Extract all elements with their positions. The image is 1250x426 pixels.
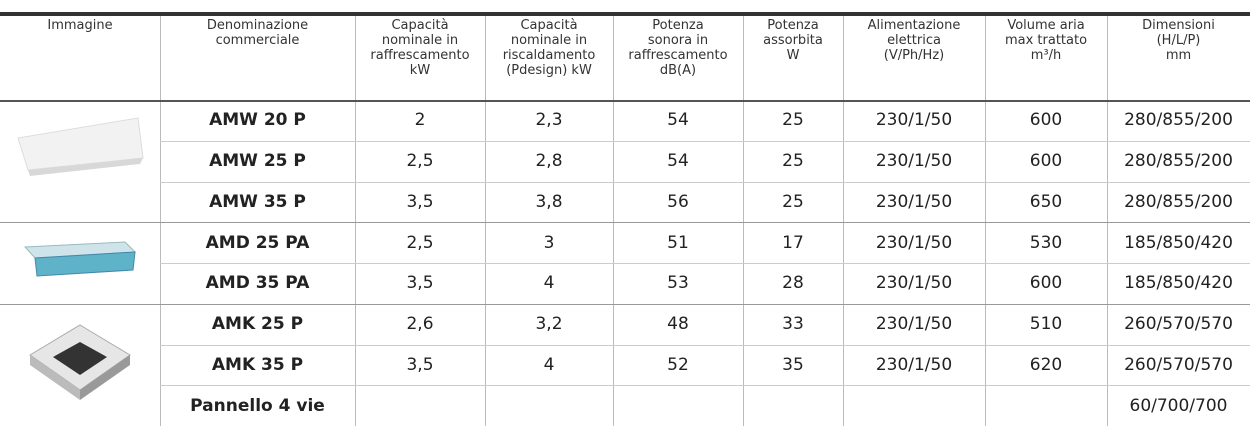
product-table: ImmagineDenominazione commercialeCapacit… <box>0 0 1250 426</box>
table-cell: 260/570/570 <box>1107 304 1250 345</box>
table-cell: 60/700/700 <box>1107 385 1250 426</box>
table-cell: 2,5 <box>355 222 485 263</box>
table-cell: 2,5 <box>355 141 485 182</box>
table-cell: 230/1/50 <box>843 345 985 386</box>
table-cell: 185/850/420 <box>1107 222 1250 263</box>
table-cell: AMD 35 PA <box>160 263 355 304</box>
header-cell: Volume aria max trattato m³/h <box>985 18 1107 63</box>
table-cell: 230/1/50 <box>843 182 985 223</box>
table-cell: 35 <box>743 345 843 386</box>
cassette-unit-image <box>25 320 135 410</box>
table-cell: 4 <box>485 345 613 386</box>
table-cell: 230/1/50 <box>843 222 985 263</box>
header-cell: Denominazione commerciale <box>160 18 355 48</box>
table-cell: 28 <box>743 263 843 304</box>
header-cell: Capacità nominale in riscaldamento (Pdes… <box>485 18 613 78</box>
table-cell: 230/1/50 <box>843 263 985 304</box>
table-cell: 17 <box>743 222 843 263</box>
duct-unit-image <box>15 232 145 282</box>
header-cell: Potenza sonora in raffrescamento dB(A) <box>613 18 743 78</box>
table-cell: 3,5 <box>355 345 485 386</box>
table-cell: 650 <box>985 182 1107 223</box>
table-cell: 2 <box>355 100 485 141</box>
table-cell: 54 <box>613 141 743 182</box>
table-cell: 56 <box>613 182 743 223</box>
table-cell: 3,8 <box>485 182 613 223</box>
table-cell: 33 <box>743 304 843 345</box>
table-cell: 620 <box>985 345 1107 386</box>
table-cell: AMK 35 P <box>160 345 355 386</box>
table-cell: 510 <box>985 304 1107 345</box>
table-cell: 280/855/200 <box>1107 100 1250 141</box>
table-cell: 185/850/420 <box>1107 263 1250 304</box>
table-cell: 600 <box>985 141 1107 182</box>
table-cell: 230/1/50 <box>843 141 985 182</box>
table-cell: 25 <box>743 182 843 223</box>
table-cell: 230/1/50 <box>843 100 985 141</box>
table-cell: 25 <box>743 100 843 141</box>
wall-unit-image <box>8 108 148 178</box>
table-cell: 3,2 <box>485 304 613 345</box>
table-cell: 3 <box>485 222 613 263</box>
top-rule <box>0 12 1250 16</box>
table-cell: 54 <box>613 100 743 141</box>
table-cell: 53 <box>613 263 743 304</box>
table-cell: 3,5 <box>355 263 485 304</box>
table-cell: AMD 25 PA <box>160 222 355 263</box>
table-cell: 2,8 <box>485 141 613 182</box>
table-cell: AMW 35 P <box>160 182 355 223</box>
table-cell: 230/1/50 <box>843 304 985 345</box>
table-cell: AMK 25 P <box>160 304 355 345</box>
table-cell: 2,6 <box>355 304 485 345</box>
table-cell: 25 <box>743 141 843 182</box>
table-cell: 4 <box>485 263 613 304</box>
header-cell: Alimentazione elettrica (V/Ph/Hz) <box>843 18 985 63</box>
table-cell: 280/855/200 <box>1107 182 1250 223</box>
table-cell: 260/570/570 <box>1107 345 1250 386</box>
table-cell: 600 <box>985 100 1107 141</box>
table-cell: 600 <box>985 263 1107 304</box>
table-cell: 2,3 <box>485 100 613 141</box>
table-cell: 280/855/200 <box>1107 141 1250 182</box>
table-cell: 3,5 <box>355 182 485 223</box>
table-cell: 48 <box>613 304 743 345</box>
table-cell: AMW 25 P <box>160 141 355 182</box>
header-cell: Capacità nominale in raffrescamento kW <box>355 18 485 78</box>
header-cell: Dimensioni (H/L/P) mm <box>1107 18 1250 63</box>
header-cell: Immagine <box>0 18 160 33</box>
header-cell: Potenza assorbita W <box>743 18 843 63</box>
table-cell: 530 <box>985 222 1107 263</box>
table-cell: AMW 20 P <box>160 100 355 141</box>
table-cell: Pannello 4 vie <box>160 385 355 426</box>
table-cell: 51 <box>613 222 743 263</box>
table-cell: 52 <box>613 345 743 386</box>
